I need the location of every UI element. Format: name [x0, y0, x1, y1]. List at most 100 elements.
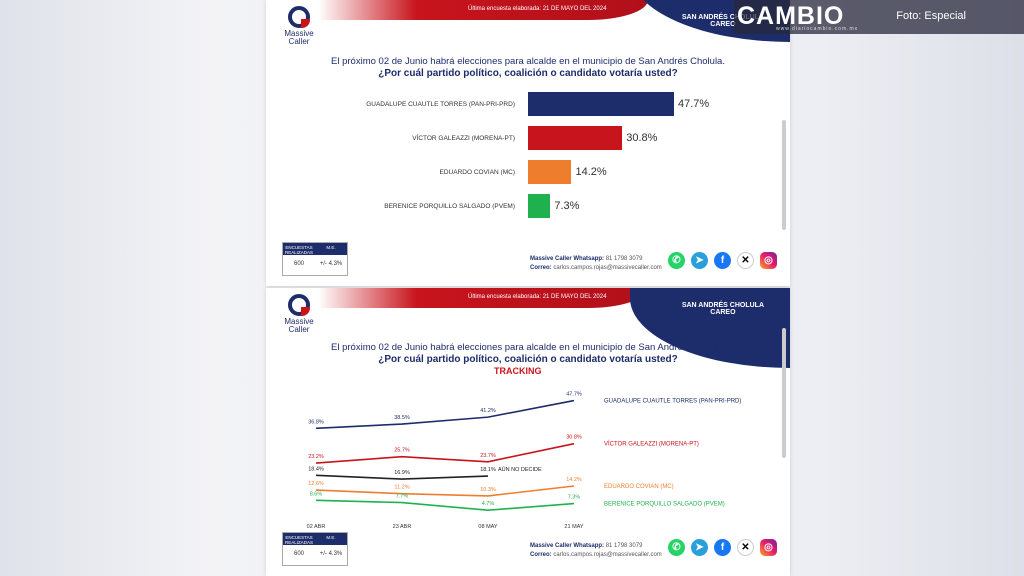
series-line	[315, 485, 575, 497]
bar	[528, 92, 674, 116]
type-label: CAREO	[710, 21, 736, 28]
contact-info: Massive Caller Whatsapp: 81 1798 3079 Co…	[530, 542, 662, 560]
massive-caller-logo: Massive Caller	[282, 6, 316, 46]
point-label: 12.6%	[308, 481, 324, 487]
tracking-label: TRACKING	[494, 366, 542, 376]
telegram-icon[interactable]: ➤	[691, 539, 708, 556]
bar-value-label: 47.7%	[678, 98, 710, 110]
email-label: Correo:	[530, 265, 552, 271]
series-line	[315, 442, 575, 464]
tracking-line-chart: 36.8% 38.5% 41.2% 47.7% GUADALUPE CUAUTLE TO…	[307, 392, 742, 530]
bar-value-label: 14.2%	[575, 166, 607, 178]
whatsapp-icon[interactable]: ✆	[668, 539, 685, 556]
series-name-label: EDUARDO COVIAN (MC)	[604, 484, 674, 490]
logo-icon	[288, 6, 310, 28]
point-label: 25.7%	[394, 448, 410, 454]
bar-row: VÍCTOR GALEAZZI (MORENA-PT) 30.8%	[266, 126, 790, 152]
cambio-logo[interactable]: CAMBIO	[737, 2, 845, 30]
point-label: 7.7%	[396, 494, 409, 500]
date-line: Última encuesta elaborada: 21 DE MAYO DE…	[468, 294, 607, 300]
series-name-label: BERENICE PORQUILLO SALGADO (PVEM)	[604, 502, 725, 508]
point-label: 23.7%	[480, 453, 496, 459]
poll-slide-tracking: Última encuesta elaborada: 21 DE MAYO DE…	[266, 288, 790, 576]
series-line	[315, 499, 575, 512]
bar-category-label: GUADALUPE CUAUTLE TORRES (PAN-PRI-PRD)	[366, 101, 515, 108]
whatsapp-label: Massive Caller Whatsapp:	[530, 543, 605, 549]
cambio-header: CAMBIO www.diariocambio.com.mx Foto: Esp…	[734, 0, 1024, 34]
sample-box: ENCUESTAS REALIZADAS M.E. 600 +/- 4.3%	[282, 242, 348, 276]
email-value: carlos.campos.rojas@massivecaller.com	[553, 552, 662, 558]
logo-icon	[288, 294, 310, 316]
margin-value: +/- 4.3%	[319, 261, 343, 267]
logo-text: Massive Caller	[284, 317, 314, 334]
whatsapp-icon[interactable]: ✆	[668, 252, 685, 269]
whatsapp-number: 81 1798 3079	[605, 256, 643, 262]
x-icon[interactable]: ✕	[737, 539, 754, 556]
bar	[528, 126, 623, 150]
question-line2: ¿Por cuál partido político, coalición o …	[378, 354, 678, 365]
scrollbar[interactable]	[782, 328, 786, 458]
email-label: Correo:	[530, 552, 552, 558]
x-tick-label: 02 ABR	[307, 524, 326, 530]
margin-header: M.E.	[315, 533, 347, 545]
sample-header: ENCUESTAS REALIZADAS	[283, 533, 315, 545]
location-label: SAN ANDRÉS CHOLULA	[681, 14, 764, 21]
question: El próximo 02 de Junio habrá elecciones …	[266, 342, 790, 366]
bar-row: BERENICE PORQUILLO SALGADO (PVEM) 7.3%	[266, 194, 790, 220]
question-line1: El próximo 02 de Junio habrá elecciones …	[331, 56, 725, 67]
location-title: SAN ANDRÉS CHOLULA CAREO	[682, 302, 764, 316]
sample-value: 600	[293, 261, 304, 267]
point-label: 16.9%	[394, 470, 410, 476]
x-icon[interactable]: ✕	[737, 252, 754, 269]
point-label: 4.7%	[482, 501, 495, 507]
whatsapp-number: 81 1798 3079	[605, 543, 643, 549]
date-banner: Última encuesta elaborada: 21 DE MAYO DE…	[318, 0, 648, 20]
question-line1: El próximo 02 de Junio habrá elecciones …	[331, 342, 725, 353]
bar-category-label: BERENICE PORQUILLO SALGADO (PVEM)	[384, 203, 515, 210]
point-label: 41.2%	[480, 408, 496, 414]
point-label: 36.8%	[308, 419, 324, 425]
scrollbar[interactable]	[782, 120, 786, 230]
instagram-icon[interactable]: ◎	[760, 539, 777, 556]
bar	[528, 194, 551, 218]
social-icons: ✆ ➤ f ✕ ◎	[668, 539, 777, 556]
series-line	[315, 399, 575, 430]
x-tick-label: 08 MAY	[478, 524, 497, 530]
x-tick-label: 23 ABR	[393, 524, 412, 530]
question-line2: ¿Por cuál partido político, coalición o …	[378, 68, 678, 79]
date-banner: Última encuesta elaborada: 21 DE MAYO DE…	[318, 288, 648, 308]
email-value: carlos.campos.rojas@massivecaller.com	[553, 265, 662, 271]
sample-header: ENCUESTAS REALIZADAS	[283, 243, 315, 255]
facebook-icon[interactable]: f	[714, 252, 731, 269]
point-label: 38.5%	[394, 415, 410, 421]
massive-caller-logo: Massive Caller	[282, 294, 316, 334]
date-line: Última encuesta elaborada: 21 DE MAYO DE…	[468, 6, 607, 12]
photo-credit: Foto: Especial	[896, 10, 966, 22]
bar	[528, 160, 572, 184]
point-label: 8.6%	[310, 491, 323, 497]
margin-value: +/- 4.3%	[319, 551, 343, 557]
point-label: 14.2%	[566, 477, 582, 483]
point-label: 18.1%	[480, 467, 496, 473]
sample-box: ENCUESTAS REALIZADAS M.E. 600 +/- 4.3%	[282, 532, 348, 566]
location-label: SAN ANDRÉS CHOLULA	[681, 302, 764, 309]
bar-category-label: EDUARDO COVIAN (MC)	[439, 169, 515, 176]
bar-row: EDUARDO COVIAN (MC) 14.2%	[266, 160, 790, 186]
bar-value-label: 30.8%	[626, 132, 658, 144]
logo-text: Massive Caller	[284, 29, 314, 46]
poll-slide-bars: Última encuesta elaborada: 21 DE MAYO DE…	[266, 0, 790, 286]
bar-row: GUADALUPE CUAUTLE TORRES (PAN-PRI-PRD) 47…	[266, 92, 790, 118]
telegram-icon[interactable]: ➤	[691, 252, 708, 269]
point-label: 11.2%	[394, 485, 409, 491]
contact-info: Massive Caller Whatsapp: 81 1798 3079 Co…	[530, 255, 662, 273]
question: El próximo 02 de Junio habrá elecciones …	[266, 56, 790, 80]
facebook-icon[interactable]: f	[714, 539, 731, 556]
series-name-label: VÍCTOR GALEAZZI (MORENA-PT)	[604, 441, 699, 448]
bar-category-label: VÍCTOR GALEAZZI (MORENA-PT)	[412, 135, 515, 142]
bar-value-label: 7.3%	[554, 200, 580, 212]
point-label: 23.2%	[308, 454, 324, 460]
x-tick-label: 21 MAY	[564, 524, 583, 530]
social-icons: ✆ ➤ f ✕ ◎	[668, 252, 777, 269]
series-name-label: GUADALUPE CUAUTLE TORRES (PAN-PRI-PRD)	[604, 399, 741, 405]
instagram-icon[interactable]: ◎	[760, 252, 777, 269]
